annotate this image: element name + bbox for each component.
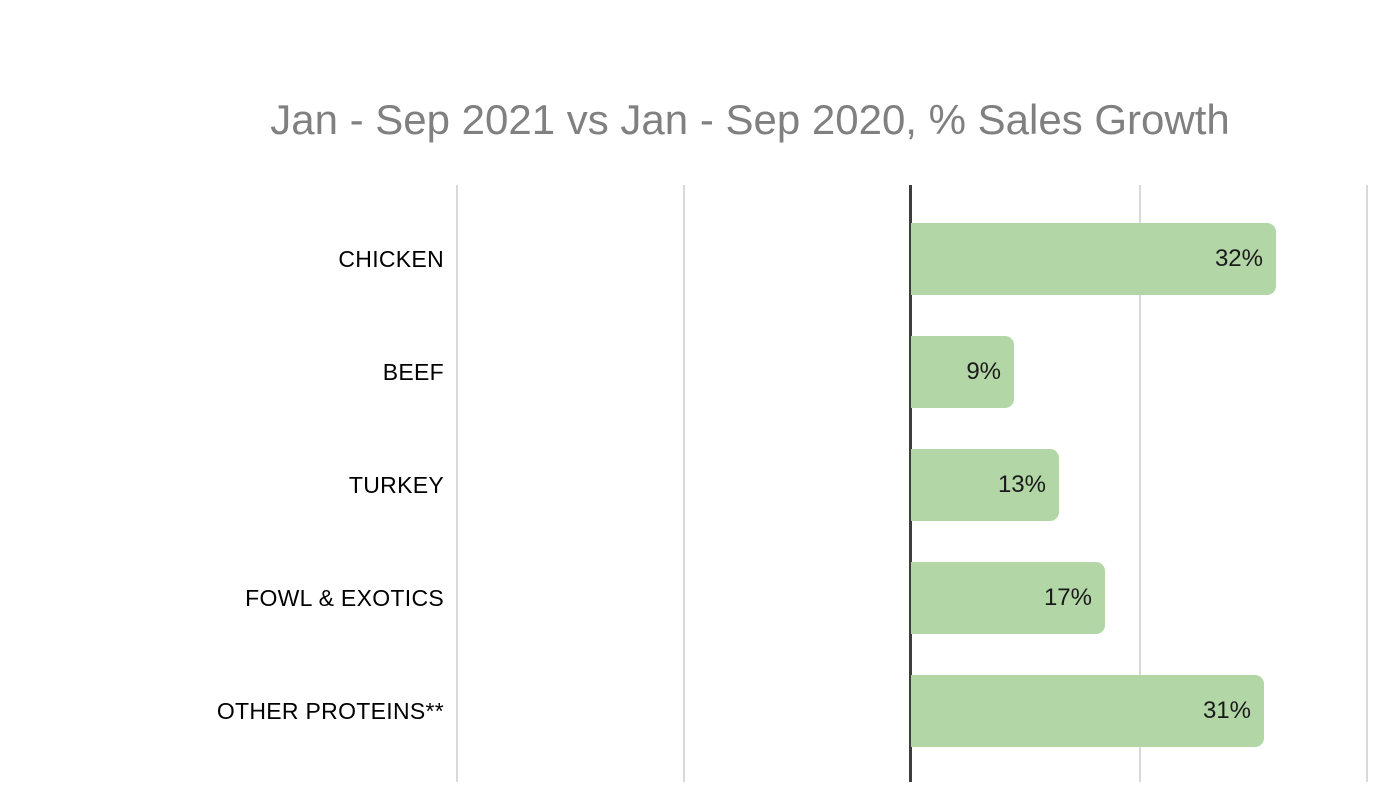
bar-value-label-chicken: 32% [1214, 245, 1263, 272]
bar-value-label-fowl-exotics: 17% [1043, 584, 1092, 611]
bar-turkey: 13% [911, 449, 1059, 521]
gridline-pos-40pct [1366, 185, 1368, 782]
category-label-chicken: CHICKEN [338, 246, 444, 272]
category-label-turkey: TURKEY [348, 472, 444, 498]
plot-area: CHICKEN 32% BEEF 9% TURKEY 13% FOWL & EX… [0, 185, 1390, 782]
chart-title: Jan - Sep 2021 vs Jan - Sep 2020, % Sale… [270, 96, 1230, 143]
category-label-beef: BEEF [382, 359, 444, 385]
bar-value-label-turkey: 13% [997, 471, 1046, 498]
bar-value-label-other-proteins: 31% [1202, 697, 1251, 724]
bar-chicken: 32% [911, 223, 1276, 295]
bar-value-label-beef: 9% [966, 358, 1001, 385]
bar-fowl-exotics: 17% [911, 562, 1105, 634]
bar-other-proteins: 31% [911, 675, 1264, 747]
gridline-pos-20pct [1139, 185, 1141, 782]
zero-axis-line [909, 185, 912, 782]
gridline-neg-40pct [456, 185, 458, 782]
gridline-neg-20pct [683, 185, 685, 782]
category-label-other-proteins: OTHER PROTEINS** [216, 698, 444, 724]
category-label-fowl-exotics: FOWL & EXOTICS [245, 585, 444, 611]
bar-beef: 9% [911, 336, 1014, 408]
